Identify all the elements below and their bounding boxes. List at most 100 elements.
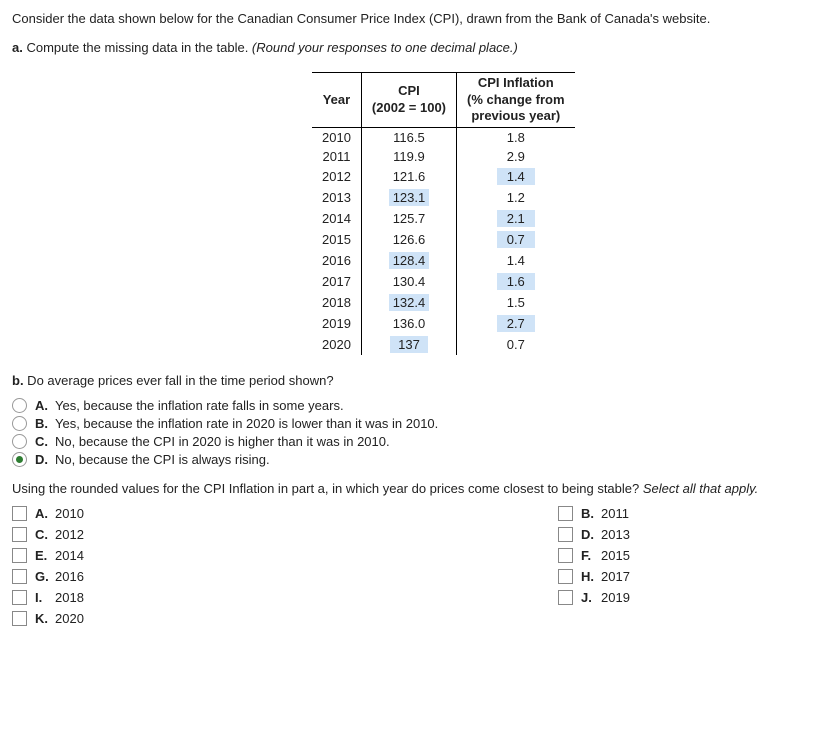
checkbox-label: A.2010 xyxy=(35,506,84,521)
th-cpi: CPI (2002 = 100) xyxy=(361,72,456,128)
table-row: 2017130.41.6 xyxy=(312,271,575,292)
checkbox-label: C.2012 xyxy=(35,527,84,542)
cell-year: 2016 xyxy=(312,250,361,271)
radio-label: B.Yes, because the inflation rate in 202… xyxy=(35,416,438,431)
cell-cpi: 126.6 xyxy=(361,229,456,250)
cpi-table-wrap: Year CPI (2002 = 100) CPI Inflation (% c… xyxy=(312,72,804,356)
checkbox-option[interactable]: B.2011 xyxy=(558,506,804,521)
checkbox-icon xyxy=(558,548,573,563)
radio-icon xyxy=(12,416,27,431)
radio-label: D.No, because the CPI is always rising. xyxy=(35,452,270,467)
table-row: 2020 137 0.7 xyxy=(312,334,575,355)
checkbox-option[interactable]: K.2020 xyxy=(12,611,258,626)
question-c: Using the rounded values for the CPI Inf… xyxy=(12,481,804,626)
radio-icon xyxy=(12,452,27,467)
table-row: 2010116.51.8 xyxy=(312,128,575,148)
checkbox-option[interactable]: G.2016 xyxy=(12,569,258,584)
table-row: 2015126.6 0.7 xyxy=(312,229,575,250)
intro-block: Consider the data shown below for the Ca… xyxy=(12,10,804,58)
checkbox-label: K.2020 xyxy=(35,611,84,626)
checkbox-option[interactable]: F.2015 xyxy=(558,548,804,563)
th-year: Year xyxy=(312,72,361,128)
cell-cpi: 119.9 xyxy=(361,147,456,166)
cell-inflation: 0.7 xyxy=(457,334,575,355)
cell-year: 2013 xyxy=(312,187,361,208)
table-row: 2019136.0 2.7 xyxy=(312,313,575,334)
answer-input[interactable]: 137 xyxy=(390,336,428,353)
checkbox-icon xyxy=(12,569,27,584)
checkbox-option[interactable]: J.2019 xyxy=(558,590,804,605)
checkbox-icon xyxy=(12,506,27,521)
cell-cpi: 125.7 xyxy=(361,208,456,229)
cell-inflation: 2.7 xyxy=(457,313,575,334)
checkbox-option[interactable]: E.2014 xyxy=(12,548,258,563)
checkbox-icon xyxy=(558,506,573,521)
checkbox-label: G.2016 xyxy=(35,569,84,584)
cell-year: 2014 xyxy=(312,208,361,229)
cell-cpi: 136.0 xyxy=(361,313,456,334)
checkbox-label: J.2019 xyxy=(581,590,630,605)
table-row: 2012121.61.4 xyxy=(312,166,575,187)
checkbox-icon xyxy=(12,590,27,605)
table-row: 2011119.92.9 xyxy=(312,147,575,166)
th-inflation: CPI Inflation (% change from previous ye… xyxy=(457,72,575,128)
cell-cpi: 137 xyxy=(361,334,456,355)
cell-year: 2020 xyxy=(312,334,361,355)
intro-p2: a. Compute the missing data in the table… xyxy=(12,39,804,58)
checkbox-icon xyxy=(558,569,573,584)
checkbox-label: D.2013 xyxy=(581,527,630,542)
radio-option[interactable]: B.Yes, because the inflation rate in 202… xyxy=(12,416,804,431)
cell-year: 2015 xyxy=(312,229,361,250)
cell-inflation: 1.4 xyxy=(457,250,575,271)
cell-year: 2012 xyxy=(312,166,361,187)
cell-year: 2011 xyxy=(312,147,361,166)
cell-cpi: 123.1 xyxy=(361,187,456,208)
radio-icon xyxy=(12,434,27,449)
answer-input[interactable]: 1.4 xyxy=(497,168,535,185)
answer-input[interactable]: 123.1 xyxy=(389,189,430,206)
answer-input[interactable]: 1.6 xyxy=(497,273,535,290)
answer-input[interactable]: 2.7 xyxy=(497,315,535,332)
question-b: b. Do average prices ever fall in the ti… xyxy=(12,373,804,467)
cell-inflation: 2.9 xyxy=(457,147,575,166)
answer-input[interactable]: 128.4 xyxy=(389,252,430,269)
radio-label: C.No, because the CPI in 2020 is higher … xyxy=(35,434,390,449)
cell-inflation: 1.8 xyxy=(457,128,575,148)
checkbox-option[interactable]: C.2012 xyxy=(12,527,258,542)
cell-inflation: 1.2 xyxy=(457,187,575,208)
checkbox-label: B.2011 xyxy=(581,506,629,521)
answer-input[interactable]: 2.1 xyxy=(497,210,535,227)
checkbox-label: I.2018 xyxy=(35,590,84,605)
checkbox-option[interactable]: A.2010 xyxy=(12,506,258,521)
cell-cpi: 128.4 xyxy=(361,250,456,271)
radio-icon xyxy=(12,398,27,413)
checkbox-icon xyxy=(12,611,27,626)
radio-option[interactable]: A.Yes, because the inflation rate falls … xyxy=(12,398,804,413)
checkbox-option[interactable]: D.2013 xyxy=(558,527,804,542)
radio-option[interactable]: C.No, because the CPI in 2020 is higher … xyxy=(12,434,804,449)
cell-year: 2019 xyxy=(312,313,361,334)
cell-inflation: 1.5 xyxy=(457,292,575,313)
checkbox-option[interactable]: I.2018 xyxy=(12,590,258,605)
intro-p1: Consider the data shown below for the Ca… xyxy=(12,10,804,29)
checkbox-icon xyxy=(558,527,573,542)
answer-input[interactable]: 0.7 xyxy=(497,231,535,248)
part-a-label: a. xyxy=(12,40,23,55)
cell-inflation: 0.7 xyxy=(457,229,575,250)
checkbox-label: F.2015 xyxy=(581,548,630,563)
checkbox-label: E.2014 xyxy=(35,548,84,563)
cell-inflation: 1.6 xyxy=(457,271,575,292)
checkbox-option[interactable]: H.2017 xyxy=(558,569,804,584)
cell-year: 2010 xyxy=(312,128,361,148)
cell-inflation: 1.4 xyxy=(457,166,575,187)
qc-options: A.2010 B.2011 C.2012 D.2013 E.2014 F.2015 G.20… xyxy=(12,506,804,626)
table-row: 2016 128.4 1.4 xyxy=(312,250,575,271)
answer-input[interactable]: 132.4 xyxy=(389,294,430,311)
cell-year: 2018 xyxy=(312,292,361,313)
cell-year: 2017 xyxy=(312,271,361,292)
qb-options: A.Yes, because the inflation rate falls … xyxy=(12,398,804,467)
table-row: 2014125.7 2.1 xyxy=(312,208,575,229)
cpi-table: Year CPI (2002 = 100) CPI Inflation (% c… xyxy=(312,72,575,356)
radio-option[interactable]: D.No, because the CPI is always rising. xyxy=(12,452,804,467)
table-row: 2013 123.1 1.2 xyxy=(312,187,575,208)
